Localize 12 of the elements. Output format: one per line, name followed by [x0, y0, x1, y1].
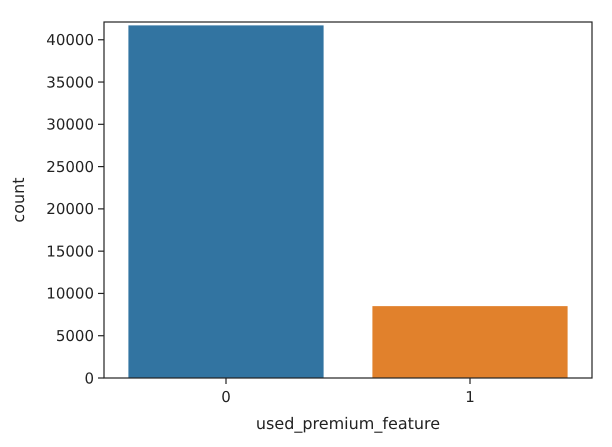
y-tick-label: 10000	[46, 284, 94, 303]
y-tick-label: 25000	[46, 158, 94, 176]
x-axis-title: used_premium_feature	[256, 414, 440, 433]
y-tick-label: 15000	[46, 242, 94, 260]
y-tick-label: 0	[84, 369, 94, 388]
y-tick-label: 30000	[46, 116, 94, 134]
y-tick-label: 5000	[56, 326, 94, 345]
y-tick-label: 35000	[46, 73, 94, 92]
y-tick-label: 20000	[46, 200, 94, 218]
y-axis-title: count	[9, 177, 28, 223]
y-tick-label: 40000	[46, 31, 94, 50]
x-tick-label: 1	[465, 388, 475, 406]
